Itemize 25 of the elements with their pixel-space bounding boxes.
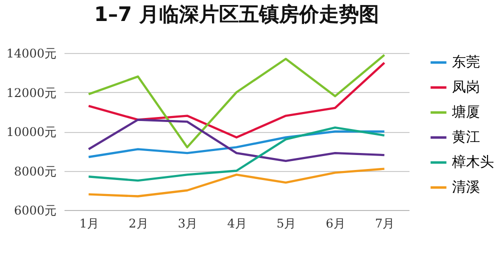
legend-label: 东莞 [452, 54, 480, 70]
line-series [88, 62, 386, 138]
x-tick-label: 5月 [276, 216, 296, 230]
line-series [88, 126, 386, 182]
y-tick-label: 12000元 [6, 86, 56, 100]
legend-label: 凤岗 [452, 80, 480, 96]
x-tick-label: 6月 [326, 216, 346, 230]
chart-title: 1–7 月临深片区五镇房价走势图 [94, 2, 379, 26]
x-tick-label: 2月 [128, 216, 148, 230]
line-series [88, 168, 386, 198]
line-series [88, 54, 386, 148]
legend-label: 樟木头 [451, 154, 494, 170]
y-tick-label: 8000元 [14, 164, 56, 178]
y-tick-label: 10000元 [6, 125, 56, 139]
x-tick-label: 4月 [227, 216, 247, 230]
line-series [88, 130, 386, 158]
line-series [88, 118, 386, 162]
x-tick-label: 3月 [178, 216, 198, 230]
x-tick-label: 1月 [79, 216, 99, 230]
y-tick-label: 14000元 [6, 46, 56, 60]
x-tick-label: 7月 [375, 216, 395, 230]
legend-label: 黄江 [452, 130, 480, 146]
legend-label: 塘厦 [451, 104, 480, 120]
legend-label: 清溪 [452, 180, 480, 196]
y-tick-label: 6000元 [14, 204, 56, 218]
